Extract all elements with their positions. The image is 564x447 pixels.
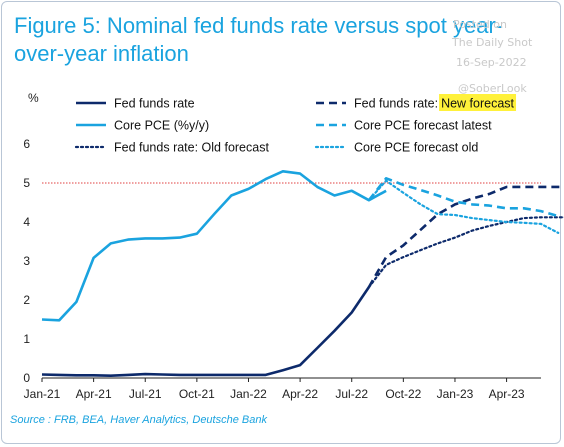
x-tick-label: Jul-22 xyxy=(335,387,368,401)
watermark-posted-on: Posted on xyxy=(453,18,507,31)
watermark-handle: @SoberLook xyxy=(458,82,527,95)
y-tick-label: 5 xyxy=(23,176,30,190)
series-line-fed-funds-rate-old-forecast xyxy=(367,216,564,289)
legend-label-core-pce-y-y: Core PCE (%y/y) xyxy=(114,119,209,133)
y-tick-label: 0 xyxy=(23,371,30,385)
y-tick-label: 3 xyxy=(23,254,30,268)
y-axis-unit-label: % xyxy=(28,91,39,105)
x-tick-label: Oct-22 xyxy=(385,387,421,401)
watermark-source: The Daily Shot xyxy=(452,36,533,49)
y-tick-label: 6 xyxy=(23,137,30,151)
source-note: Source : FRB, BEA, Haver Analytics, Deut… xyxy=(10,414,267,426)
legend-highlight-box xyxy=(439,94,517,111)
x-tick-label: Apr-23 xyxy=(489,387,525,401)
x-tick-label: Jul-21 xyxy=(129,387,162,401)
series-line-fed-funds-rate xyxy=(41,286,370,377)
x-tick-label: Jan-21 xyxy=(24,387,61,401)
series-line-core-pce-forecast-old xyxy=(367,179,560,234)
legend-label-fed-funds-rate-new-forecast-highlight: New forecast xyxy=(441,97,514,111)
series-line-core-pce-y-y xyxy=(41,170,387,322)
y-tick-label: 2 xyxy=(23,293,30,307)
x-tick-label: Jan-22 xyxy=(230,387,267,401)
legend-label-core-pce-forecast-latest: Core PCE forecast latest xyxy=(354,119,492,133)
x-tick-label: Apr-21 xyxy=(76,387,112,401)
watermark-date: 16-Sep-2022 xyxy=(456,56,527,69)
series-line-core-pce-forecast-latest xyxy=(367,177,559,218)
x-tick-label: Apr-22 xyxy=(282,387,318,401)
legend-label-fed-funds-rate-new-forecast-prefix: Fed funds rate: xyxy=(354,97,438,111)
x-tick-label: Oct-21 xyxy=(179,387,215,401)
chart-title: Figure 5: Nominal fed funds rate versus … xyxy=(14,13,504,66)
y-tick-label: 1 xyxy=(23,332,30,346)
y-tick-label: 4 xyxy=(23,215,30,229)
series-line-fed-funds-rate-new-forecast xyxy=(367,185,564,288)
x-tick-label: Jan-23 xyxy=(437,387,474,401)
legend-label-core-pce-forecast-old: Core PCE forecast old xyxy=(354,141,478,155)
legend-label-fed-funds-rate: Fed funds rate xyxy=(114,97,195,111)
legend-label-fed-funds-rate-old-forecast: Fed funds rate: Old forecast xyxy=(114,141,269,155)
